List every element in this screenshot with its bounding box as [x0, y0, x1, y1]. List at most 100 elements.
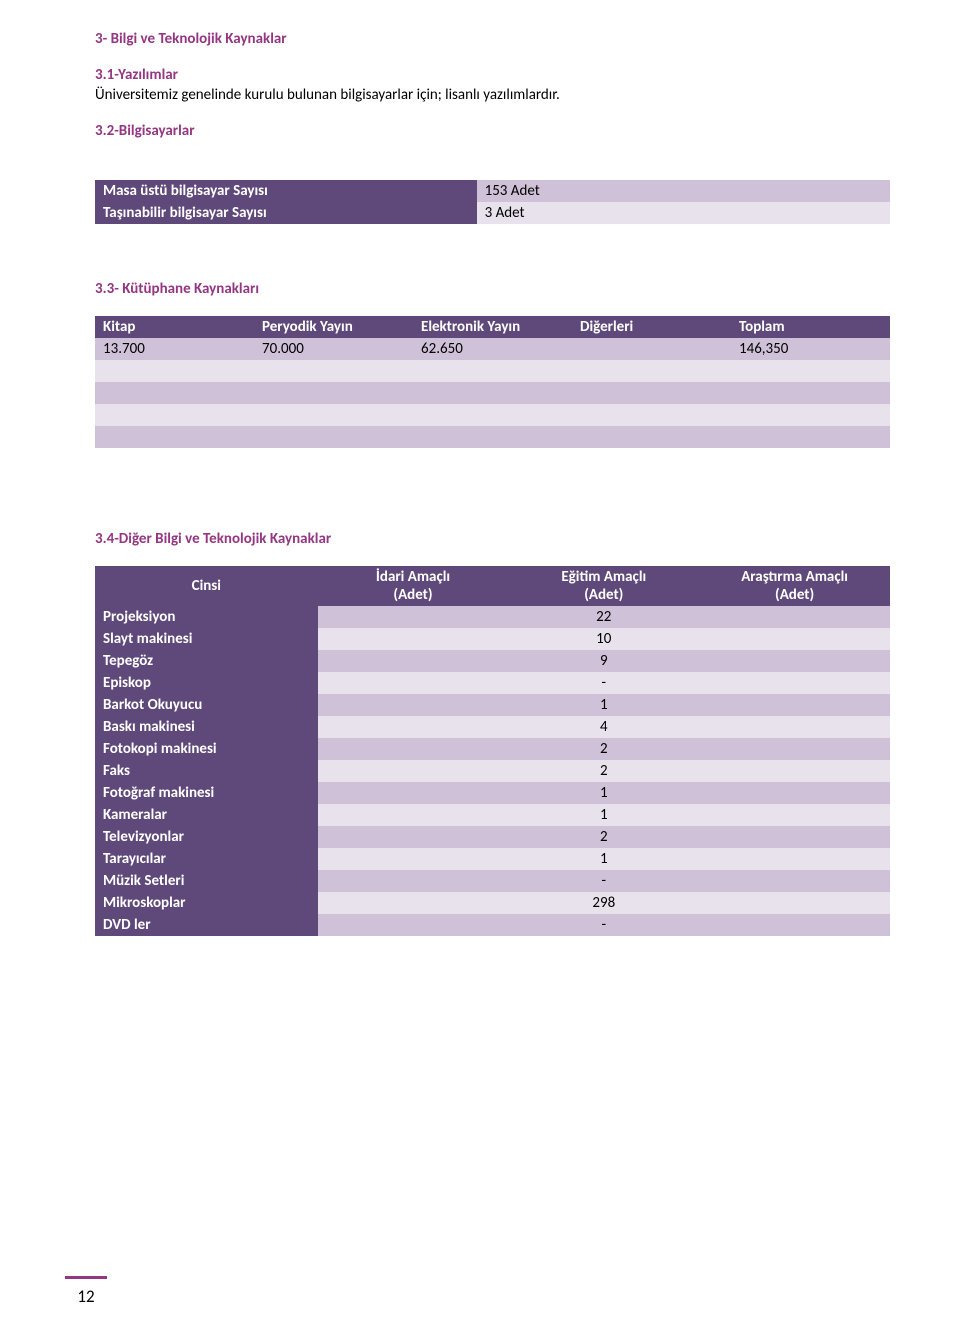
row-label: Televizyonlar	[95, 826, 318, 848]
cell-egitim: 2	[508, 760, 699, 782]
cell: 62.650	[413, 338, 572, 360]
row-label: Episkop	[95, 672, 318, 694]
table-row: Kameralar 1	[95, 804, 890, 826]
table-row	[95, 360, 890, 382]
row-label: Faks	[95, 760, 318, 782]
cell-idari	[318, 716, 509, 738]
cell-arastirma	[699, 914, 890, 936]
cell-idari	[318, 804, 509, 826]
col-header: Diğerleri	[572, 316, 731, 338]
table-header-row: Cinsi İdari Amaçlı (Adet) Eğitim Amaçlı …	[95, 566, 890, 606]
table-row: Faks 2	[95, 760, 890, 782]
row-label: Müzik Setleri	[95, 870, 318, 892]
cell-arastirma	[699, 694, 890, 716]
row-value: 153 Adet	[477, 180, 890, 202]
col-header: Peryodik Yayın	[254, 316, 413, 338]
cell-arastirma	[699, 760, 890, 782]
cell-egitim: 1	[508, 782, 699, 804]
col-header-line2: (Adet)	[584, 586, 623, 604]
table-row	[95, 404, 890, 426]
cell-egitim: 1	[508, 848, 699, 870]
table-row	[95, 382, 890, 404]
row-label: Fotoğraf makinesi	[95, 782, 318, 804]
cell-idari	[318, 892, 509, 914]
table-row: Projeksiyon 22	[95, 606, 890, 628]
table-row	[95, 426, 890, 448]
cell-egitim: 2	[508, 738, 699, 760]
row-label: Projeksiyon	[95, 606, 318, 628]
col-header: İdari Amaçlı (Adet)	[318, 566, 509, 606]
row-label: Taşınabilir bilgisayar Sayısı	[95, 202, 477, 224]
table-library: Kitap Peryodik Yayın Elektronik Yayın Di…	[95, 316, 890, 448]
cell-idari	[318, 826, 509, 848]
cell-arastirma	[699, 870, 890, 892]
col-header: Cinsi	[95, 566, 318, 606]
section-3-1-title: 3.1-Yazılımlar	[95, 66, 890, 84]
cell-egitim: 298	[508, 892, 699, 914]
cell-arastirma	[699, 848, 890, 870]
row-label: Barkot Okuyucu	[95, 694, 318, 716]
cell: 70.000	[254, 338, 413, 360]
cell	[572, 338, 731, 360]
section-3-3-title: 3.3- Kütüphane Kaynakları	[95, 280, 890, 298]
cell-egitim: 2	[508, 826, 699, 848]
table-row: DVD ler-	[95, 914, 890, 936]
col-header-line1: Araştırma Amaçlı	[741, 568, 848, 586]
table-row: Episkop -	[95, 672, 890, 694]
table-row: Mikroskoplar 298	[95, 892, 890, 914]
cell-idari	[318, 628, 509, 650]
cell-egitim: 10	[508, 628, 699, 650]
col-header-line2: (Adet)	[393, 586, 432, 604]
cell-idari	[318, 606, 509, 628]
cell-arastirma	[699, 650, 890, 672]
table-other-resources: Cinsi İdari Amaçlı (Adet) Eğitim Amaçlı …	[95, 566, 890, 936]
row-label: Tepegöz	[95, 650, 318, 672]
col-header: Elektronik Yayın	[413, 316, 572, 338]
cell-egitim: 9	[508, 650, 699, 672]
cell-idari	[318, 672, 509, 694]
page-number: 12	[65, 1276, 107, 1314]
row-label: Tarayıcılar	[95, 848, 318, 870]
cell-arastirma	[699, 716, 890, 738]
col-header: Kitap	[95, 316, 254, 338]
table-row: Fotokopi makinesi 2	[95, 738, 890, 760]
cell-arastirma	[699, 826, 890, 848]
cell-idari	[318, 760, 509, 782]
cell-arastirma	[699, 672, 890, 694]
cell-egitim: 22	[508, 606, 699, 628]
table-computers: Masa üstü bilgisayar Sayısı 153 Adet Taş…	[95, 180, 890, 224]
table-row: Televizyonlar 2	[95, 826, 890, 848]
cell-egitim: -	[508, 870, 699, 892]
row-label: Kameralar	[95, 804, 318, 826]
cell-egitim: -	[508, 672, 699, 694]
cell-egitim: 4	[508, 716, 699, 738]
table-row: Tepegöz 9	[95, 650, 890, 672]
row-label: Fotokopi makinesi	[95, 738, 318, 760]
table-row: Masa üstü bilgisayar Sayısı 153 Adet	[95, 180, 890, 202]
cell-arastirma	[699, 892, 890, 914]
table-row: Fotoğraf makinesi 1	[95, 782, 890, 804]
table-row: Slayt makinesi10	[95, 628, 890, 650]
table-row: Barkot Okuyucu1	[95, 694, 890, 716]
table-row: Müzik Setleri -	[95, 870, 890, 892]
row-label: DVD ler	[95, 914, 318, 936]
section-3-1-text: Üniversitemiz genelinde kurulu bulunan b…	[95, 86, 890, 104]
cell-arastirma	[699, 606, 890, 628]
section-3-2-title: 3.2-Bilgisayarlar	[95, 122, 890, 140]
cell-egitim: 1	[508, 804, 699, 826]
row-label: Mikroskoplar	[95, 892, 318, 914]
cell-arastirma	[699, 804, 890, 826]
row-label: Masa üstü bilgisayar Sayısı	[95, 180, 477, 202]
row-value: 3 Adet	[477, 202, 890, 224]
cell-arastirma	[699, 782, 890, 804]
row-label: Baskı makinesi	[95, 716, 318, 738]
cell-idari	[318, 782, 509, 804]
cell: 13.700	[95, 338, 254, 360]
table-header-row: Kitap Peryodik Yayın Elektronik Yayın Di…	[95, 316, 890, 338]
col-header: Eğitim Amaçlı (Adet)	[508, 566, 699, 606]
cell-idari	[318, 914, 509, 936]
table-row: Tarayıcılar 1	[95, 848, 890, 870]
cell-idari	[318, 650, 509, 672]
col-header-line1: Cinsi	[192, 577, 221, 595]
table-row: Taşınabilir bilgisayar Sayısı 3 Adet	[95, 202, 890, 224]
